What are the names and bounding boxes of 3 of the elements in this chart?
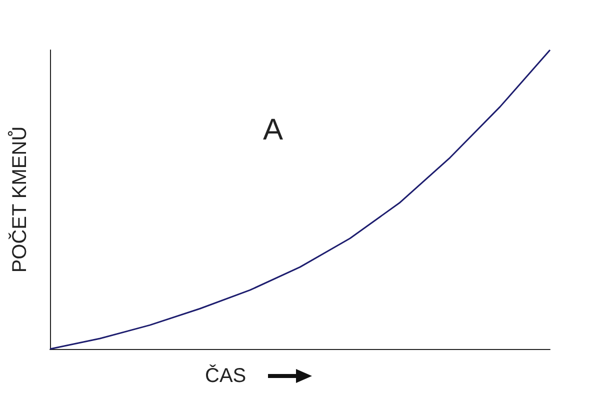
y-axis-title: POČET KMENŮ [7,126,31,273]
annotation: A [263,114,284,146]
x-axis-title: ČAS [205,364,246,387]
